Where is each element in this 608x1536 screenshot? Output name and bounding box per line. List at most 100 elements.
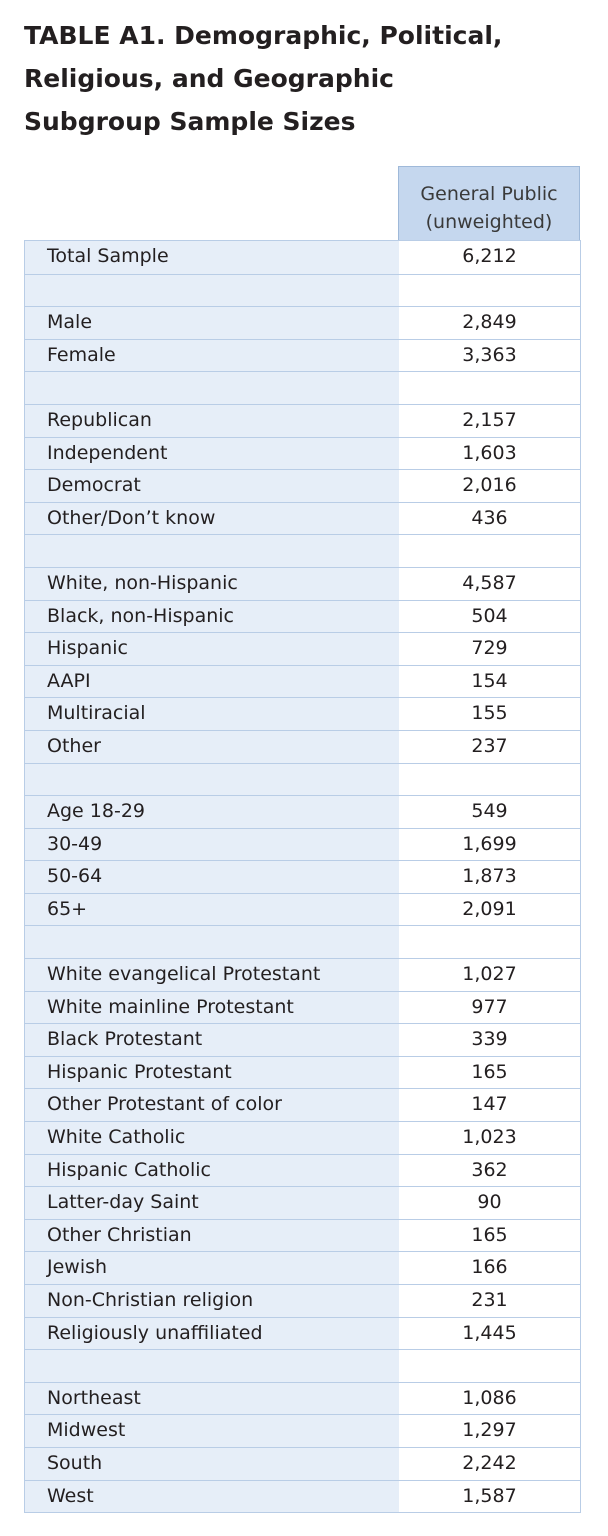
column-header-line-2: (unweighted) [425, 211, 553, 233]
row-label [25, 926, 399, 959]
table-row: Black Protestant 339 [25, 1023, 580, 1056]
row-label: Hispanic [25, 633, 399, 665]
row-value: 3,363 [399, 339, 580, 372]
row-label [25, 372, 399, 404]
row-label: Non-Christian religion [25, 1285, 399, 1317]
row-label: Black, non-Hispanic [25, 600, 399, 633]
row-label [25, 1350, 399, 1382]
table-row: Black, non-Hispanic 504 [25, 599, 580, 633]
row-value: 1,873 [399, 861, 580, 893]
row-label: West [25, 1480, 399, 1513]
row-label: Male [25, 307, 399, 339]
table-row: Other Christian 165 [25, 1218, 580, 1252]
row-value [399, 763, 580, 796]
row-label: Independent [25, 437, 399, 470]
row-value: 2,157 [399, 404, 580, 437]
table-row: Total Sample 6,212 [25, 241, 580, 274]
row-value: 6,212 [399, 241, 580, 274]
row-value: 1,603 [399, 437, 580, 470]
table-row: Hispanic Protestant 165 [25, 1055, 580, 1089]
table-row: Hispanic 729 [25, 632, 580, 665]
table-row: West 1,587 [25, 1479, 580, 1513]
table-row: Independent 1,603 [25, 436, 580, 470]
row-label: Jewish [25, 1252, 399, 1284]
row-label: Age 18-29 [25, 796, 399, 828]
table-row: Religiously unaffiliated 1,445 [25, 1316, 580, 1350]
row-label: Other [25, 730, 399, 763]
row-value: 147 [399, 1089, 580, 1122]
row-value: 362 [399, 1154, 580, 1187]
row-label: Other/Don’t know [25, 502, 399, 535]
row-label: South [25, 1447, 399, 1480]
row-value: 1,023 [399, 1122, 580, 1154]
row-label: Republican [25, 404, 399, 437]
row-label: Religiously unaffiliated [25, 1317, 399, 1350]
table-title-line-1: TABLE A1. Demographic, Political, [24, 21, 503, 50]
row-value: 1,445 [399, 1317, 580, 1350]
row-label: 30-49 [25, 828, 399, 861]
row-value: 1,086 [399, 1382, 580, 1415]
table-row: Age 18-29 549 [25, 795, 580, 828]
row-label: Total Sample [25, 241, 399, 274]
row-value: 2,849 [399, 307, 580, 339]
table-row: Northeast 1,086 [25, 1381, 580, 1415]
table-row: Midwest 1,297 [25, 1414, 580, 1447]
row-value: 436 [399, 502, 580, 535]
table-title-line-2: Religious, and Geographic [24, 64, 394, 93]
row-value: 549 [399, 796, 580, 828]
row-label: Hispanic Protestant [25, 1056, 399, 1089]
table-row: Democrat 2,016 [25, 469, 580, 502]
row-value: 165 [399, 1219, 580, 1252]
row-value: 237 [399, 730, 580, 763]
table-row: Jewish 166 [25, 1251, 580, 1284]
column-header-general-public: General Public (unweighted) [398, 166, 580, 240]
row-label: White Catholic [25, 1122, 399, 1154]
table-spacer-row [25, 1349, 580, 1382]
row-label: White evangelical Protestant [25, 959, 399, 991]
table-title: TABLE A1. Demographic, Political, Religi… [24, 14, 584, 143]
row-value: 90 [399, 1187, 580, 1219]
row-value [399, 535, 580, 567]
row-value: 729 [399, 633, 580, 665]
row-value: 504 [399, 600, 580, 633]
row-value: 155 [399, 698, 580, 730]
row-label: Midwest [25, 1415, 399, 1447]
row-label: Female [25, 339, 399, 372]
row-label: 65+ [25, 893, 399, 926]
row-label: Latter-day Saint [25, 1187, 399, 1219]
table-row: Other 237 [25, 729, 580, 763]
table-row: South 2,242 [25, 1446, 580, 1480]
table-spacer-row [25, 371, 580, 404]
table-row: Multiracial 155 [25, 697, 580, 730]
row-label: 50-64 [25, 861, 399, 893]
row-value: 977 [399, 991, 580, 1024]
row-label [25, 274, 399, 307]
row-label: Multiracial [25, 698, 399, 730]
table-row: White mainline Protestant 977 [25, 990, 580, 1024]
table-row: 65+ 2,091 [25, 892, 580, 926]
row-label: AAPI [25, 665, 399, 698]
row-value: 154 [399, 665, 580, 698]
table-row: Other/Don’t know 436 [25, 501, 580, 535]
row-label: Black Protestant [25, 1024, 399, 1056]
table-spacer-row [25, 273, 580, 307]
table-row: Other Protestant of color 147 [25, 1088, 580, 1122]
row-value: 166 [399, 1252, 580, 1284]
table-title-line-3: Subgroup Sample Sizes [24, 107, 356, 136]
row-value [399, 274, 580, 307]
row-label: Other Protestant of color [25, 1089, 399, 1122]
row-value: 165 [399, 1056, 580, 1089]
row-label: Hispanic Catholic [25, 1154, 399, 1187]
table-row: Female 3,363 [25, 338, 580, 372]
table-row: White Catholic 1,023 [25, 1121, 580, 1154]
row-value [399, 926, 580, 959]
row-value [399, 1350, 580, 1382]
table-spacer-row [25, 925, 580, 959]
table-spacer-row [25, 762, 580, 796]
table-row: AAPI 154 [25, 664, 580, 698]
row-label: Democrat [25, 470, 399, 502]
row-label: Northeast [25, 1382, 399, 1415]
table-row: White evangelical Protestant 1,027 [25, 958, 580, 991]
table-spacer-row [25, 534, 580, 567]
row-label: Other Christian [25, 1219, 399, 1252]
